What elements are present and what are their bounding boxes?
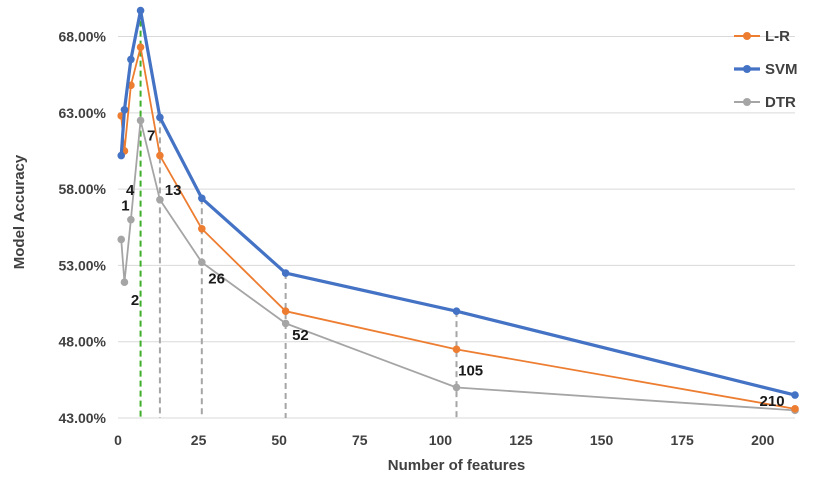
data-point-dtr [452, 383, 461, 392]
legend-marker-svm [743, 65, 751, 73]
y-tick-label: 58.00% [59, 181, 107, 197]
data-point-dtr [120, 278, 129, 286]
data-point-l-r [198, 224, 206, 233]
legend-marker-l-r [743, 32, 751, 40]
data-point-svm [791, 391, 799, 399]
data-point-svm [452, 307, 461, 315]
series-line-l-r [120, 46, 796, 410]
annotation-label: 26 [208, 271, 225, 288]
annotation-label: 105 [458, 362, 483, 379]
legend-label-l-r: L-R [765, 28, 790, 45]
x-tick-label: 100 [429, 432, 453, 448]
data-point-l-r [452, 345, 461, 354]
data-point-svm [156, 113, 164, 122]
series-line-svm [119, 8, 796, 397]
y-tick-label: 68.00% [59, 29, 107, 45]
x-tick-label: 75 [352, 432, 368, 448]
data-point-dtr [117, 235, 126, 244]
annotation-label: 52 [292, 327, 309, 344]
data-point-l-r [156, 151, 164, 160]
data-point-dtr [281, 319, 290, 328]
annotation-label: 1 [121, 197, 129, 214]
data-point-dtr [136, 116, 145, 125]
data-point-svm [120, 105, 129, 114]
y-axis-title: Model Accuracy [11, 154, 28, 269]
y-tick-label: 43.00% [59, 410, 107, 426]
legend-label-svm: SVM [765, 61, 798, 78]
x-tick-label: 25 [191, 432, 207, 448]
x-tick-label: 50 [271, 432, 287, 448]
legend-label-dtr: DTR [765, 94, 796, 111]
x-axis-title: Number of features [388, 457, 526, 474]
data-point-l-r [791, 405, 799, 413]
data-point-svm [281, 269, 290, 277]
annotation-label: 7 [147, 127, 155, 144]
annotation-label: 2 [131, 292, 139, 309]
data-point-l-r [281, 307, 290, 315]
x-tick-label: 0 [114, 432, 122, 448]
x-tick-label: 150 [590, 432, 614, 448]
data-point-dtr [127, 215, 135, 224]
annotation-label: 13 [165, 182, 182, 199]
y-tick-label: 53.00% [59, 257, 107, 273]
data-point-dtr [156, 195, 164, 204]
data-point-svm [117, 151, 126, 160]
data-point-svm [198, 194, 206, 203]
data-point-dtr [198, 258, 206, 267]
y-tick-label: 63.00% [59, 105, 107, 121]
annotation-label: 210 [760, 393, 785, 410]
x-tick-label: 200 [751, 432, 775, 448]
x-tick-label: 125 [509, 432, 533, 448]
data-point-svm [136, 6, 145, 15]
data-point-svm [127, 55, 135, 64]
legend-marker-dtr [743, 98, 751, 106]
data-point-l-r [136, 43, 145, 51]
annotation-label: 4 [126, 182, 135, 199]
y-tick-label: 48.00% [59, 334, 107, 350]
x-tick-label: 175 [670, 432, 694, 448]
